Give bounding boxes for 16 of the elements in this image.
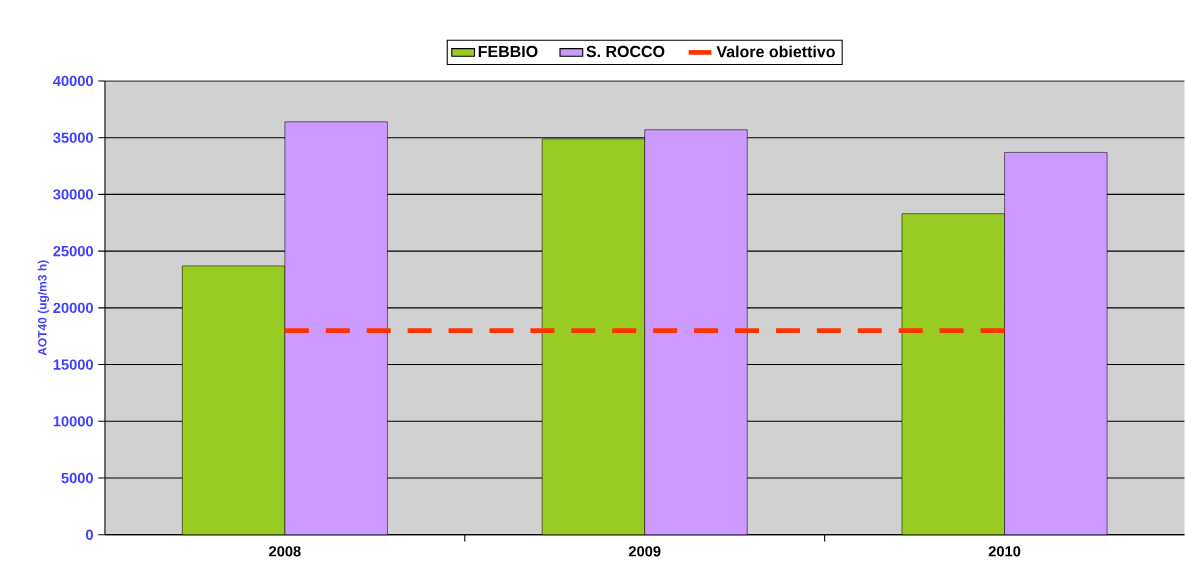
x-tick-label: 2010 xyxy=(988,546,1021,557)
legend-label: Valore obiettivo xyxy=(716,45,835,58)
y-tick-label: 25000 xyxy=(53,246,93,257)
y-tick-label: 30000 xyxy=(53,189,93,200)
y-tick-label: 35000 xyxy=(53,132,93,144)
x-tick-label: 2009 xyxy=(628,546,661,557)
legend-label: FEBBIO xyxy=(478,45,538,58)
y-tick-label: 10000 xyxy=(53,416,93,427)
y-tick-label: 20000 xyxy=(53,302,93,314)
y-tick-label: 15000 xyxy=(53,359,93,370)
y-axis-title: AOT40 (ug/m3 h) xyxy=(37,260,49,356)
y-tick-label: 40000 xyxy=(53,75,93,87)
x-tick-label: 2008 xyxy=(269,546,301,557)
y-tick-label: 0 xyxy=(86,529,93,541)
legend-label: S. ROCCO xyxy=(586,45,665,58)
y-tick-label: 5000 xyxy=(61,472,93,484)
